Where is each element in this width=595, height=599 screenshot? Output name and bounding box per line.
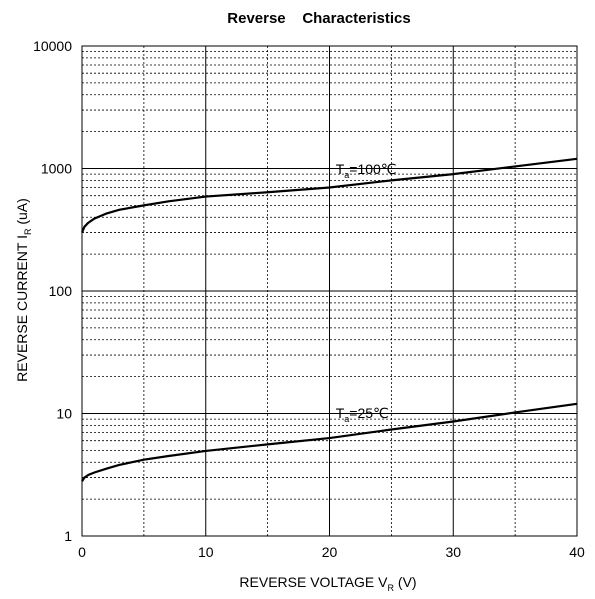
x-tick-label: 20 — [322, 544, 338, 560]
y-tick-label: 10 — [56, 406, 72, 422]
x-axis-label: REVERSE VOLTAGE VR (V) — [239, 574, 416, 593]
tick-labels: 0 10 20 30 40 1 10 100 1000 10000 — [33, 38, 585, 560]
series-line-1 — [81, 402, 578, 482]
series-label-0: Ta=100℃ — [336, 161, 397, 180]
x-tick-label: 10 — [198, 544, 214, 560]
curves — [80, 157, 578, 482]
x-tick-label: 40 — [569, 544, 585, 560]
y-tick-label: 1000 — [41, 161, 72, 177]
chart-title: Reverse Characteristics — [227, 10, 410, 27]
y-tick-label: 10000 — [33, 38, 72, 54]
plot-frame — [81, 45, 578, 537]
series-label-1: Ta=25℃ — [336, 405, 389, 424]
x-tick-label: 0 — [78, 544, 86, 560]
x-tick-label: 30 — [445, 544, 461, 560]
y-tick-label: 1 — [64, 528, 72, 544]
series-line-0 — [80, 157, 578, 233]
grid — [81, 45, 578, 537]
y-axis-label: REVERSE CURRENT IR (uA) — [14, 198, 33, 382]
y-tick-label: 100 — [49, 283, 73, 299]
series-annotations: Ta=100℃ Ta=25℃ — [336, 161, 397, 424]
